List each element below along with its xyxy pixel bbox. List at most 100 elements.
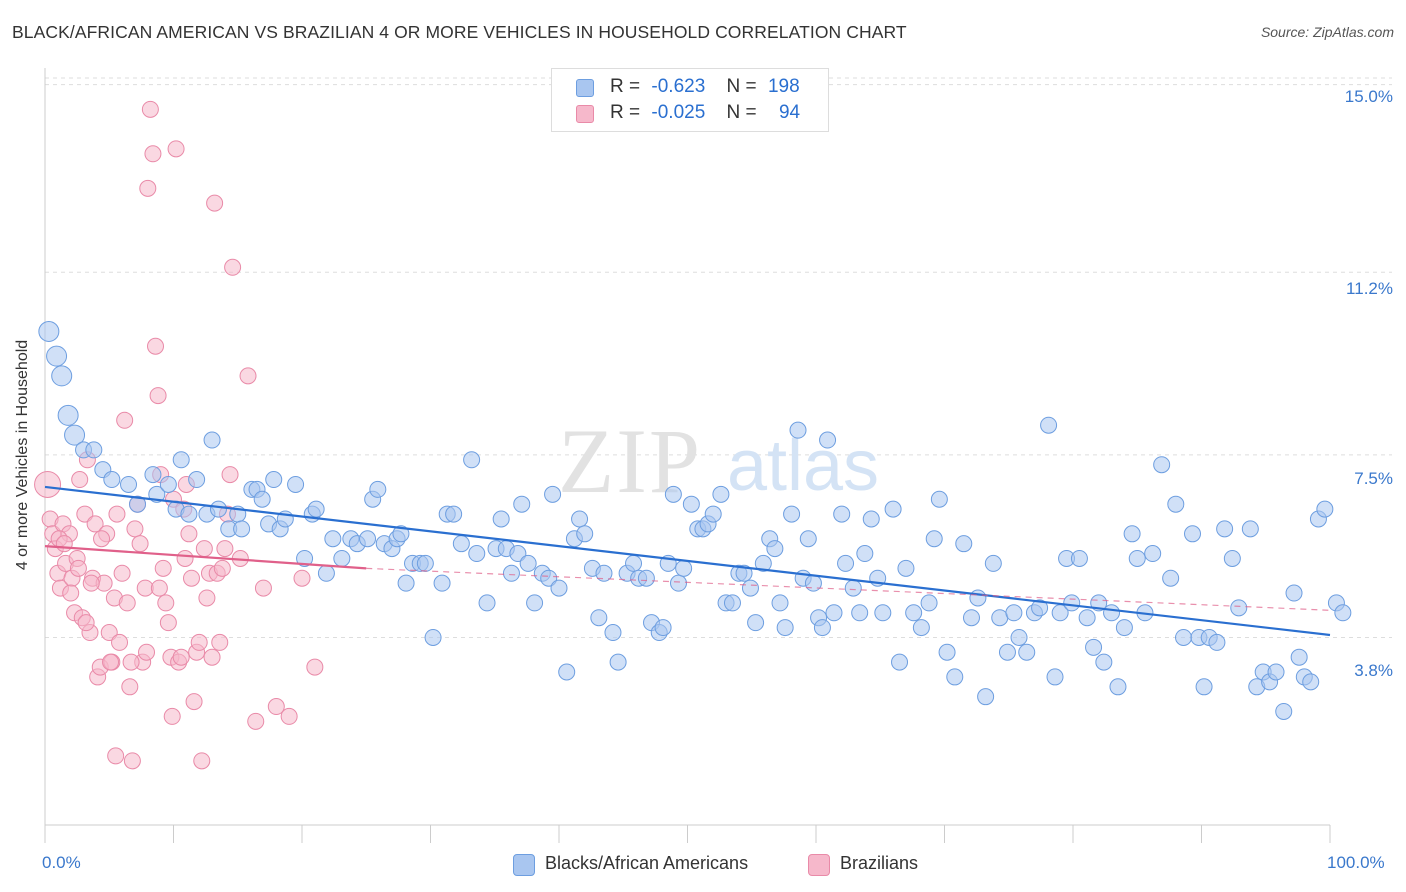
- black-point: [1167, 495, 1185, 513]
- legend-label-brazilians: Brazilians: [840, 853, 919, 873]
- brazilian-point: [190, 633, 208, 651]
- y-tick-label-11-2: 11.2%: [1346, 279, 1393, 298]
- black-point: [1144, 545, 1162, 563]
- brazilian-point: [267, 698, 285, 716]
- black-point: [1123, 525, 1141, 543]
- black-point: [1223, 549, 1241, 567]
- black-point: [509, 545, 527, 563]
- black-point: [1078, 609, 1096, 627]
- brazilian-point: [69, 559, 87, 577]
- black-point: [1031, 599, 1049, 617]
- brazilian-point: [206, 194, 224, 212]
- black-point: [682, 495, 700, 513]
- y-tick-label-15: 15.0%: [1344, 87, 1393, 106]
- brazilian-point: [71, 471, 89, 489]
- black-point: [938, 643, 956, 661]
- trend-lines: [44, 485, 1331, 637]
- brazilian-point: [82, 574, 100, 592]
- black-point: [891, 653, 909, 671]
- brazilian-point: [182, 569, 200, 587]
- black-point: [1115, 619, 1133, 637]
- black-point: [704, 505, 722, 523]
- brazilian-point: [144, 145, 162, 163]
- black-point: [1267, 663, 1285, 681]
- black-point: [159, 475, 177, 493]
- brazilian-point: [62, 584, 80, 602]
- y-tick-label-7-5: 7.5%: [1354, 469, 1393, 488]
- black-point: [912, 619, 930, 637]
- black-point: [526, 594, 544, 612]
- black-point: [51, 365, 73, 387]
- pink-swatch: [808, 854, 830, 876]
- black-point: [416, 554, 434, 572]
- black-point: [799, 530, 817, 548]
- black-point: [897, 559, 915, 577]
- black-point: [307, 500, 325, 518]
- black-point: [925, 530, 943, 548]
- brazilian-point: [149, 387, 167, 405]
- brazilian-point: [213, 559, 231, 577]
- black-point: [203, 431, 221, 449]
- black-point: [1018, 643, 1036, 661]
- black-point: [392, 525, 410, 543]
- black-point: [1070, 549, 1088, 567]
- brazilian-point: [126, 520, 144, 538]
- black-point: [317, 564, 335, 582]
- black-point: [856, 545, 874, 563]
- black-point: [675, 559, 693, 577]
- brazilian-point: [34, 470, 62, 498]
- brazilian-point: [280, 707, 298, 725]
- black-point: [833, 505, 851, 523]
- black-point: [424, 628, 442, 646]
- brazilian-point: [108, 505, 126, 523]
- watermark-atlas: atlas: [727, 426, 879, 506]
- black-point: [1103, 604, 1121, 622]
- black-point: [46, 345, 68, 367]
- black-point: [478, 594, 496, 612]
- black-point: [209, 500, 227, 518]
- black-point: [1046, 668, 1064, 686]
- brazilian-point: [139, 179, 157, 197]
- black-point: [445, 505, 463, 523]
- n-label: N =: [726, 102, 757, 123]
- black-point: [712, 485, 730, 503]
- brazilian-point: [176, 549, 194, 567]
- brazilian-point: [147, 337, 165, 355]
- blue-swatch: [576, 79, 594, 97]
- r-label: R =: [610, 102, 641, 123]
- brazilian-point: [247, 712, 265, 730]
- black-point: [837, 554, 855, 572]
- black-point: [625, 554, 643, 572]
- black-point: [766, 540, 784, 558]
- black-point: [287, 475, 305, 493]
- brazilian-point: [55, 535, 73, 553]
- black-point: [590, 609, 608, 627]
- black-point: [188, 471, 206, 489]
- black-point: [735, 564, 753, 582]
- brazilian-point: [172, 648, 190, 666]
- brazilian-point: [138, 643, 156, 661]
- black-point: [1010, 628, 1028, 646]
- black-point: [129, 495, 147, 513]
- brazilian-point: [216, 540, 234, 558]
- black-point: [955, 535, 973, 553]
- brazilian-point: [77, 614, 95, 632]
- brazilian-point: [239, 367, 257, 385]
- pink-swatch: [576, 105, 594, 123]
- brazilian-point: [122, 653, 140, 671]
- black-point: [296, 549, 314, 567]
- brazilian-point: [203, 648, 221, 666]
- black-point: [819, 431, 837, 449]
- black-point: [359, 530, 377, 548]
- black-point: [1109, 678, 1127, 696]
- brazilian-point: [224, 258, 242, 276]
- black-point: [862, 510, 880, 528]
- source-label[interactable]: Source: ZipAtlas.com: [1260, 24, 1394, 40]
- black-point: [1063, 594, 1081, 612]
- black-point: [977, 688, 995, 706]
- black-point: [180, 505, 198, 523]
- black-point: [789, 421, 807, 439]
- black-point: [576, 525, 594, 543]
- n-label: N =: [726, 76, 757, 97]
- brazilian-point: [198, 589, 216, 607]
